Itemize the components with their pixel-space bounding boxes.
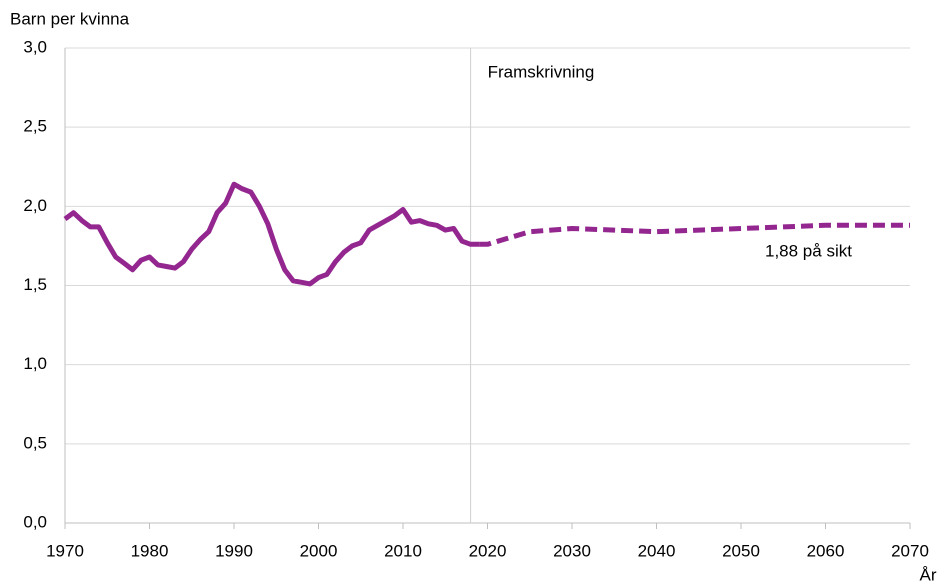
x-tick-label: 2070: [891, 541, 929, 560]
x-tick-label: 1980: [131, 541, 169, 560]
y-tick-label: 0,5: [23, 433, 47, 452]
y-tick-label: 1,0: [23, 354, 47, 373]
x-tick-label: 1990: [215, 541, 253, 560]
x-tick-label: 2060: [807, 541, 845, 560]
y-tick-label: 1,5: [23, 275, 47, 294]
y-axis-label: Barn per kvinna: [10, 9, 130, 28]
x-axis-label: År: [920, 565, 937, 584]
x-tick-label: 2010: [384, 541, 422, 560]
x-tick-label: 2040: [638, 541, 676, 560]
annotation: Framskrivning: [488, 62, 595, 81]
y-tick-label: 0,0: [23, 512, 47, 531]
data-line: [479, 222, 910, 247]
x-tick-label: 2050: [722, 541, 760, 560]
x-tick-label: 2000: [300, 541, 338, 560]
y-tick-label: 2,0: [23, 196, 47, 215]
x-tick-label: 2020: [469, 541, 507, 560]
annotation: 1,88 på sikt: [765, 241, 852, 260]
x-tick-label: 2030: [553, 541, 591, 560]
y-tick-label: 3,0: [23, 37, 47, 56]
y-tick-label: 2,5: [23, 117, 47, 136]
x-tick-label: 1970: [46, 541, 84, 560]
data-line: [63, 181, 480, 287]
